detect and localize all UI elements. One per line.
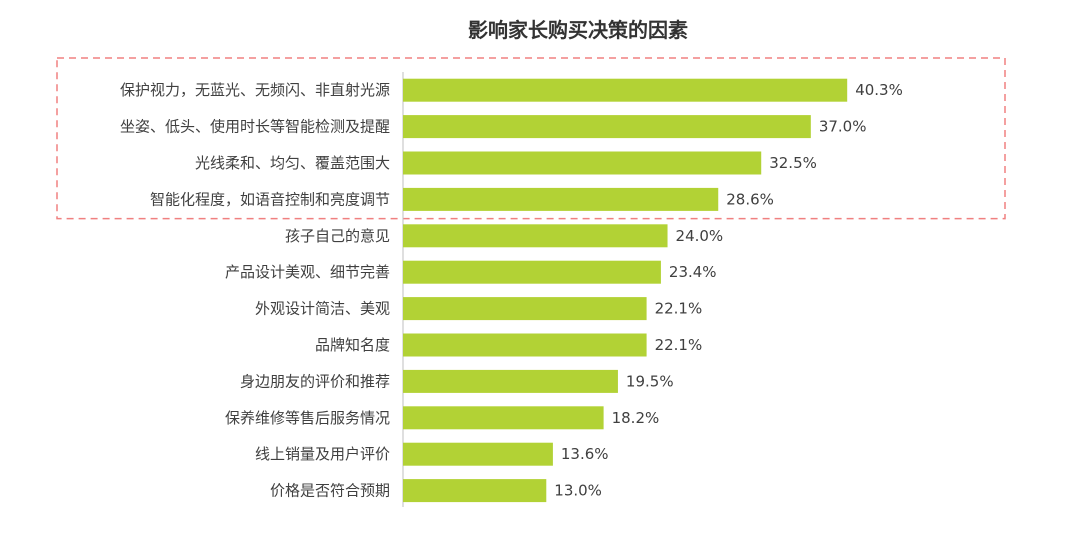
category-label-6: 产品设计美观、细节完善 bbox=[225, 263, 390, 281]
category-label-8: 品牌知名度 bbox=[315, 336, 390, 354]
value-label-8: 22.1% bbox=[655, 336, 703, 354]
category-label-10: 保养维修等售后服务情况 bbox=[225, 409, 390, 427]
value-label-3: 32.5% bbox=[769, 154, 817, 172]
value-label-5: 24.0% bbox=[676, 227, 724, 245]
value-label-12: 13.0% bbox=[554, 482, 602, 500]
value-label-9: 19.5% bbox=[626, 372, 674, 390]
value-label-4: 28.6% bbox=[726, 190, 774, 208]
value-label-11: 13.6% bbox=[561, 445, 609, 463]
category-label-9: 身边朋友的评价和推荐 bbox=[240, 372, 390, 390]
bar-1 bbox=[403, 78, 848, 102]
bar-10 bbox=[403, 406, 604, 430]
value-label-7: 22.1% bbox=[655, 300, 703, 318]
bar-9 bbox=[403, 369, 618, 393]
bar-2 bbox=[403, 115, 811, 139]
value-label-10: 18.2% bbox=[612, 409, 660, 427]
category-label-2: 坐姿、低头、使用时长等智能检测及提醒 bbox=[120, 118, 390, 136]
bar-3 bbox=[403, 151, 762, 175]
bar-7 bbox=[403, 297, 647, 321]
bar-11 bbox=[403, 442, 553, 466]
category-label-12: 价格是否符合预期 bbox=[270, 482, 390, 500]
category-label-5: 孩子自己的意见 bbox=[285, 227, 390, 245]
category-label-4: 智能化程度，如语音控制和亮度调节 bbox=[150, 190, 390, 208]
value-label-2: 37.0% bbox=[819, 118, 867, 136]
highlight-box bbox=[56, 57, 1006, 220]
category-label-7: 外观设计简洁、美观 bbox=[255, 300, 390, 318]
bar-4 bbox=[403, 187, 719, 211]
value-label-6: 23.4% bbox=[669, 263, 717, 281]
category-label-11: 线上销量及用户评价 bbox=[255, 445, 390, 463]
bar-12 bbox=[403, 479, 547, 503]
category-label-3: 光线柔和、均匀、覆盖范围大 bbox=[195, 154, 390, 172]
chart-title: 影响家长购买决策的因素 bbox=[468, 18, 688, 42]
category-label-1: 保护视力，无蓝光、无频闪、非直射光源 bbox=[120, 81, 390, 99]
bar-6 bbox=[403, 260, 661, 284]
value-label-1: 40.3% bbox=[855, 81, 903, 99]
bar-5 bbox=[403, 224, 668, 248]
bar-8 bbox=[403, 333, 647, 357]
